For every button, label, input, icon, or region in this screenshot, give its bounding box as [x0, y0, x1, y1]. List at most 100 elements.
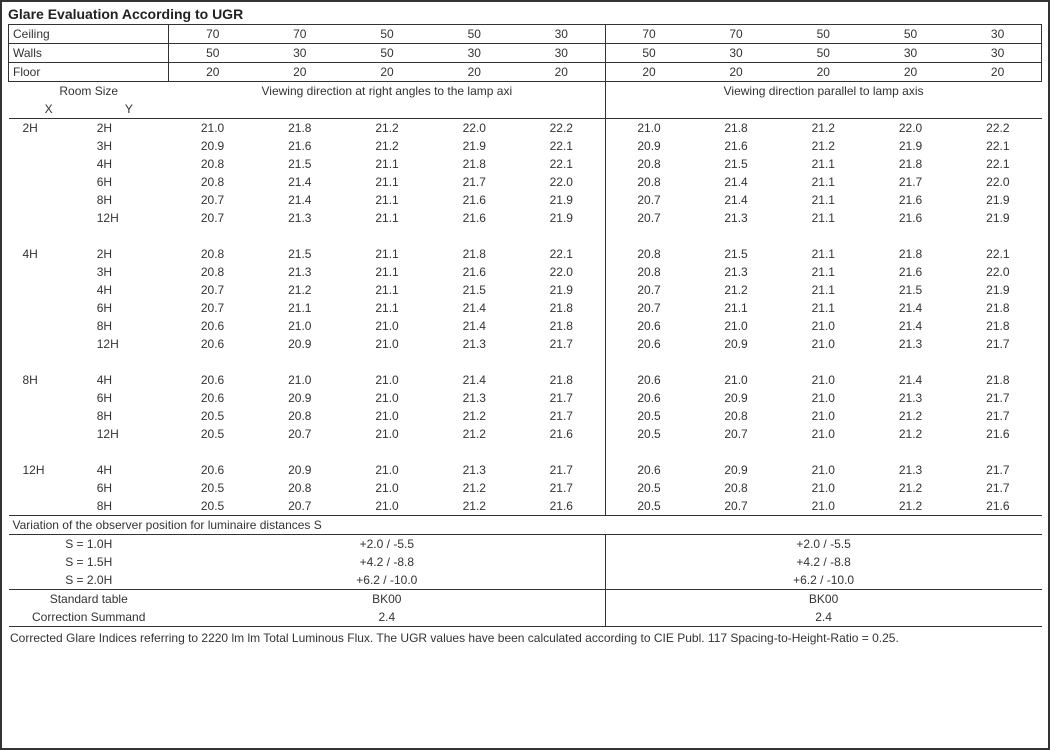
ceiling-p-2: 50: [780, 25, 867, 44]
var-p-1: +4.2 / -8.8: [605, 553, 1041, 571]
g1-p1-c4: 22.0: [954, 263, 1041, 281]
ceiling-r-4: 30: [518, 25, 605, 44]
g3-p2-c1: 20.7: [692, 497, 779, 516]
g3-r1-c4: 21.7: [518, 479, 605, 497]
group-x-2: 8H: [9, 371, 89, 389]
var-s-0: S = 1.0H: [9, 535, 169, 554]
group-0-y-0: 2H: [89, 119, 169, 138]
direction-right-label: Viewing direction at right angles to the…: [169, 82, 605, 101]
walls-p-3: 30: [867, 44, 954, 63]
g2-p1-c2: 21.0: [780, 389, 867, 407]
g1-r5-c3: 21.3: [431, 335, 518, 353]
g1-p3-c2: 21.1: [780, 299, 867, 317]
g2-p1-c1: 20.9: [692, 389, 779, 407]
g3-r0-c0: 20.6: [169, 461, 256, 479]
g2-p2-c4: 21.7: [954, 407, 1041, 425]
g0-p1-c0: 20.9: [605, 137, 692, 155]
g1-r3-c1: 21.1: [256, 299, 343, 317]
page-title: Glare Evaluation According to UGR: [8, 6, 1042, 22]
g2-r2-c2: 21.0: [343, 407, 430, 425]
g3-r2-c2: 21.0: [343, 497, 430, 516]
g0-p1-c2: 21.2: [780, 137, 867, 155]
g1-p1-c3: 21.6: [867, 263, 954, 281]
correction-r: 2.4: [169, 608, 605, 627]
g2-p1-c3: 21.3: [867, 389, 954, 407]
g1-p4-c4: 21.8: [954, 317, 1041, 335]
g1-p3-c1: 21.1: [692, 299, 779, 317]
group-3-y-2: 8H: [89, 497, 169, 516]
g0-p3-c2: 21.1: [780, 173, 867, 191]
g2-p3-c2: 21.0: [780, 425, 867, 443]
g1-p2-c3: 21.5: [867, 281, 954, 299]
g1-p3-c0: 20.7: [605, 299, 692, 317]
group-2-y-1: 6H: [89, 389, 169, 407]
g3-r0-c1: 20.9: [256, 461, 343, 479]
g3-r0-c3: 21.3: [431, 461, 518, 479]
group-1-y-2: 4H: [89, 281, 169, 299]
floor-p-3: 20: [867, 63, 954, 82]
walls-p-2: 50: [780, 44, 867, 63]
g2-p0-c4: 21.8: [954, 371, 1041, 389]
standard-table-label: Standard table: [9, 590, 169, 609]
g2-r1-c0: 20.6: [169, 389, 256, 407]
g2-r0-c3: 21.4: [431, 371, 518, 389]
g2-r0-c2: 21.0: [343, 371, 430, 389]
var-s-2: S = 2.0H: [9, 571, 169, 590]
g1-p0-c2: 21.1: [780, 245, 867, 263]
g1-p1-c2: 21.1: [780, 263, 867, 281]
group-0-y-5: 12H: [89, 209, 169, 227]
var-r-1: +4.2 / -8.8: [169, 553, 605, 571]
g0-p5-c2: 21.1: [780, 209, 867, 227]
standard-table-p: BK00: [605, 590, 1041, 609]
g0-p4-c3: 21.6: [867, 191, 954, 209]
g2-p0-c1: 21.0: [692, 371, 779, 389]
g1-r1-c3: 21.6: [431, 263, 518, 281]
g1-p2-c4: 21.9: [954, 281, 1041, 299]
g2-p0-c2: 21.0: [780, 371, 867, 389]
g2-r3-c3: 21.2: [431, 425, 518, 443]
g0-r2-c2: 21.1: [343, 155, 430, 173]
g0-r4-c0: 20.7: [169, 191, 256, 209]
g0-p3-c3: 21.7: [867, 173, 954, 191]
g2-p0-c0: 20.6: [605, 371, 692, 389]
g1-r4-c3: 21.4: [431, 317, 518, 335]
g3-p0-c2: 21.0: [780, 461, 867, 479]
g3-p1-c3: 21.2: [867, 479, 954, 497]
walls-p-4: 30: [954, 44, 1041, 63]
g1-r5-c0: 20.6: [169, 335, 256, 353]
g1-r0-c3: 21.8: [431, 245, 518, 263]
floor-r-0: 20: [169, 63, 256, 82]
g3-r2-c4: 21.6: [518, 497, 605, 516]
g2-r2-c3: 21.2: [431, 407, 518, 425]
g0-r2-c3: 21.8: [431, 155, 518, 173]
g2-r1-c4: 21.7: [518, 389, 605, 407]
group-x-1: 4H: [9, 245, 89, 263]
g0-p0-c4: 22.2: [954, 119, 1041, 138]
group-3-y-0: 4H: [89, 461, 169, 479]
g1-r1-c0: 20.8: [169, 263, 256, 281]
ceiling-p-3: 50: [867, 25, 954, 44]
y-label: Y: [89, 100, 169, 119]
g0-r2-c4: 22.1: [518, 155, 605, 173]
room-size-label: Room Size: [9, 82, 169, 101]
walls-r-4: 30: [518, 44, 605, 63]
g0-p2-c1: 21.5: [692, 155, 779, 173]
g3-p0-c4: 21.7: [954, 461, 1041, 479]
g0-r0-c0: 21.0: [169, 119, 256, 138]
x-label: X: [9, 100, 89, 119]
g1-r0-c1: 21.5: [256, 245, 343, 263]
g2-r3-c0: 20.5: [169, 425, 256, 443]
g0-p2-c4: 22.1: [954, 155, 1041, 173]
g0-p0-c3: 22.0: [867, 119, 954, 138]
walls-r-1: 30: [256, 44, 343, 63]
walls-r-2: 50: [343, 44, 430, 63]
g1-p1-c1: 21.3: [692, 263, 779, 281]
walls-p-1: 30: [692, 44, 779, 63]
floor-r-1: 20: [256, 63, 343, 82]
g2-r1-c2: 21.0: [343, 389, 430, 407]
g1-r5-c1: 20.9: [256, 335, 343, 353]
g2-p3-c3: 21.2: [867, 425, 954, 443]
g2-p2-c0: 20.5: [605, 407, 692, 425]
walls-label: Walls: [9, 44, 169, 63]
floor-p-2: 20: [780, 63, 867, 82]
